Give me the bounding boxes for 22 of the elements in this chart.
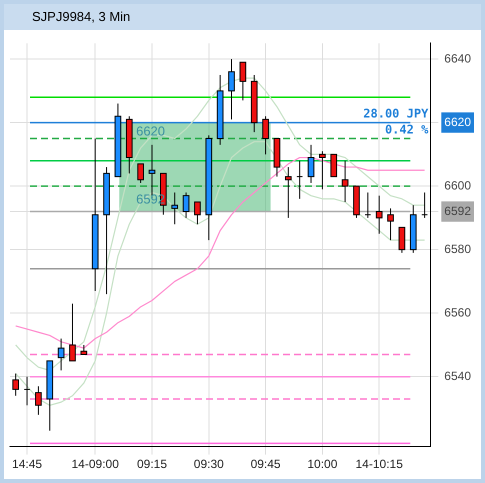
- y-tick-label: 6640: [444, 51, 472, 66]
- x-tick-label: 09:45: [250, 457, 281, 472]
- y-tick-label: 6620: [444, 114, 472, 129]
- y-tick-label: 6592: [444, 204, 472, 218]
- ref-line-label: 28.00 JPY: [363, 106, 430, 121]
- x-tick-label: 09:30: [194, 457, 224, 472]
- x-tick-label: 14:45: [12, 457, 42, 472]
- annotation: 0.42 %: [384, 122, 430, 137]
- x-tick-label: 09:15: [136, 457, 168, 472]
- annotation: 6620: [136, 124, 166, 139]
- y-tick-label: 6600: [444, 178, 472, 192]
- y-tick-label: 6540: [444, 369, 472, 384]
- y-tick-label: 6580: [444, 242, 472, 256]
- x-tick-label: 14-09:00: [72, 457, 120, 472]
- candlestick: [296, 160, 304, 200]
- candlestick: [24, 376, 30, 406]
- candlestick: [364, 192, 372, 218]
- x-tick-label: 14-10:15: [356, 457, 404, 472]
- x-tick-label: 10:00: [307, 457, 338, 472]
- y-tick-label: 6560: [444, 306, 472, 320]
- chart-title: SJPJ9984, 3 Min: [4, 4, 481, 30]
- candlestick: [421, 192, 428, 218]
